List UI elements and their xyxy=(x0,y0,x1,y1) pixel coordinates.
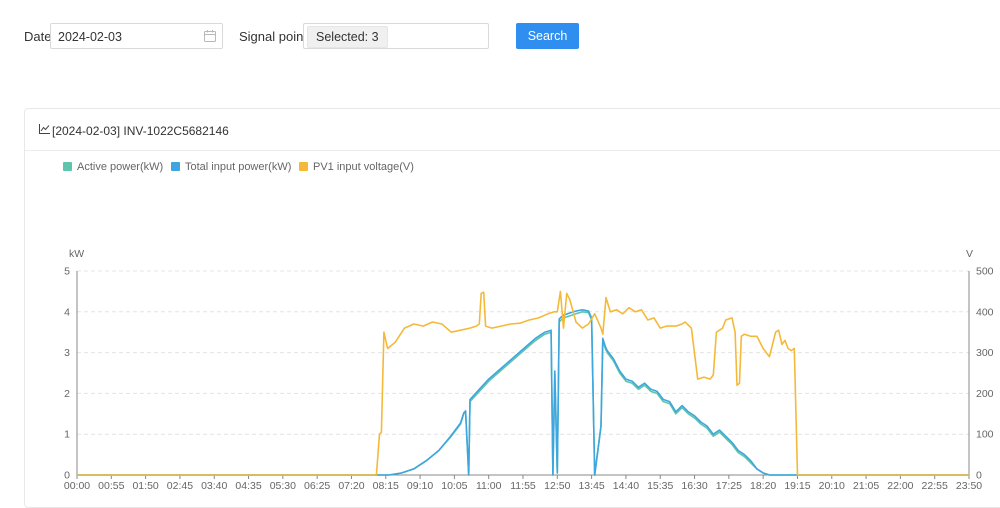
x-tick-label: 07:20 xyxy=(338,480,364,492)
legend-swatch xyxy=(63,162,72,171)
date-value: 2024-02-03 xyxy=(58,30,122,44)
selected-count-tag: Selected: 3 xyxy=(307,26,388,48)
y-right-tick-label: 100 xyxy=(976,429,994,441)
y-right-unit-label: V xyxy=(966,248,973,260)
y-left-tick-label: 0 xyxy=(64,470,70,482)
chart-legend: Active power(kW) Total input power(kW) PV1… xyxy=(63,161,414,173)
y-left-unit-label: kW xyxy=(69,248,84,260)
x-tick-label: 11:00 xyxy=(476,480,502,492)
chart-series xyxy=(77,290,969,476)
date-picker[interactable]: 2024-02-03 xyxy=(50,23,223,49)
x-tick-label: 15:35 xyxy=(647,480,673,492)
x-tick-label: 19:15 xyxy=(784,480,810,492)
x-tick-label: 09:10 xyxy=(407,480,433,492)
y-left-tick-label: 3 xyxy=(64,347,70,359)
signal-point-label: Signal point: xyxy=(239,29,311,44)
x-tick-label: 13:45 xyxy=(578,480,604,492)
search-button[interactable]: Search xyxy=(516,23,579,49)
y-right-tick-label: 200 xyxy=(976,388,994,400)
chart-title: [2024-02-03] INV-1022C5682146 xyxy=(52,124,229,138)
pv1-voltage-line xyxy=(77,290,969,476)
x-tick-label: 22:55 xyxy=(922,480,948,492)
y-left-tick-label: 5 xyxy=(64,266,70,278)
x-tick-label: 00:55 xyxy=(98,480,124,492)
x-tick-label: 17:25 xyxy=(716,480,742,492)
x-tick-label: 16:30 xyxy=(681,480,707,492)
x-tick-label: 02:45 xyxy=(167,480,193,492)
chart-grid xyxy=(77,270,969,435)
chart-panel-header: [2024-02-03] INV-1022C5682146 xyxy=(25,109,1000,151)
legend-label: Total input power(kW) xyxy=(185,161,291,173)
calendar-icon xyxy=(204,30,216,42)
y-right-tick-label: 400 xyxy=(976,306,994,318)
x-tick-label: 06:25 xyxy=(304,480,330,492)
x-tick-label: 21:05 xyxy=(853,480,879,492)
y-left-tick-label: 1 xyxy=(64,429,70,441)
x-tick-label: 11:55 xyxy=(510,480,536,492)
x-tick-label: 23:50 xyxy=(956,480,982,492)
y-right-tick-label: 500 xyxy=(976,266,994,278)
x-tick-label: 01:50 xyxy=(132,480,158,492)
x-tick-label: 10:05 xyxy=(441,480,467,492)
y-right-tick-label: 0 xyxy=(976,470,982,482)
x-tick-label: 03:40 xyxy=(201,480,227,492)
date-label: Date: xyxy=(24,29,56,44)
legend-total-input-power[interactable]: Total input power(kW) xyxy=(171,161,291,173)
x-tick-label: 18:20 xyxy=(750,480,776,492)
legend-pv1-voltage[interactable]: PV1 input voltage(V) xyxy=(299,161,414,173)
x-tick-label: 12:50 xyxy=(544,480,570,492)
x-tick-label: 00:00 xyxy=(64,480,90,492)
legend-swatch xyxy=(299,162,308,171)
y-left-tick-label: 2 xyxy=(64,388,70,400)
total-input-power-line xyxy=(77,308,969,476)
chart-axes: 0 0 1 100 2 200 3 300 4 400 5 500 kW V 00:00 00:55 01:50… xyxy=(64,248,994,492)
power-voltage-chart: Active power(kW) Total input power(kW) PV1… xyxy=(63,161,994,492)
filter-toolbar: Date: 2024-02-03 Signal point: Selected:… xyxy=(0,0,1000,90)
signal-point-select[interactable]: Selected: 3 xyxy=(303,23,489,49)
x-tick-label: 14:40 xyxy=(613,480,639,492)
x-tick-label: 04:35 xyxy=(235,480,261,492)
legend-swatch xyxy=(171,162,180,171)
y-right-tick-label: 300 xyxy=(976,347,994,359)
x-tick-label: 22:00 xyxy=(887,480,913,492)
legend-label: PV1 input voltage(V) xyxy=(313,161,414,173)
x-tick-label: 20:10 xyxy=(819,480,845,492)
legend-label: Active power(kW) xyxy=(77,161,163,173)
chart-panel: [2024-02-03] INV-1022C5682146 xyxy=(24,108,1000,508)
x-tick-label: 05:30 xyxy=(270,480,296,492)
y-left-tick-label: 4 xyxy=(64,306,70,318)
legend-active-power[interactable]: Active power(kW) xyxy=(63,161,163,173)
x-tick-label: 08:15 xyxy=(373,480,399,492)
line-chart-icon xyxy=(39,124,50,134)
